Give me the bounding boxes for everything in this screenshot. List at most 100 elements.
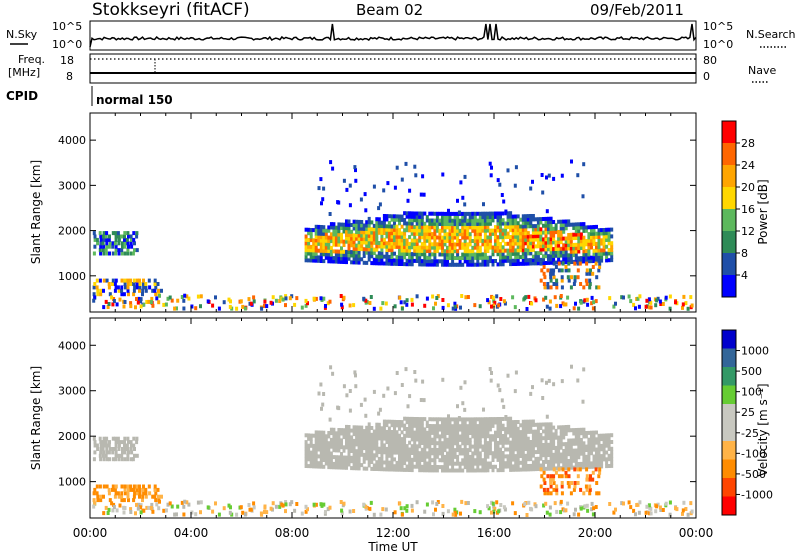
power-cell — [382, 227, 386, 232]
power-cell — [579, 239, 583, 244]
velocity-cell — [559, 438, 563, 443]
power-cell — [92, 285, 96, 290]
power-cell — [524, 258, 528, 263]
power-cell — [569, 222, 573, 227]
power-cell — [526, 241, 530, 246]
power-cell — [451, 239, 455, 243]
power-cell — [481, 242, 485, 247]
power-cell — [521, 224, 525, 229]
velocity-cell — [420, 417, 424, 422]
power-cell — [345, 233, 348, 237]
velocity-cell — [448, 458, 452, 463]
velocity-cell — [493, 506, 497, 511]
velocity-cell — [590, 507, 594, 512]
power-cell — [499, 214, 502, 219]
power-cell — [487, 300, 491, 305]
power-cell — [557, 236, 561, 241]
velocity-cell — [324, 437, 328, 442]
velocity-cell — [544, 439, 548, 444]
velocity-cell — [501, 440, 505, 445]
velocity-colorbar-swatch — [722, 404, 736, 423]
velocity-cell — [514, 370, 518, 375]
velocity-cell — [390, 436, 394, 441]
power-cell — [415, 214, 419, 219]
velocity-cell — [524, 453, 528, 458]
velocity-cell — [451, 458, 455, 463]
power-cell — [176, 298, 180, 303]
power-cell — [579, 222, 583, 227]
power-cell — [443, 239, 447, 243]
velocity-cell — [524, 460, 528, 465]
velocity-cell — [481, 417, 485, 422]
velocity-cell — [345, 424, 348, 429]
velocity-cell — [572, 455, 576, 460]
power-cell — [274, 298, 278, 303]
power-cell — [134, 305, 137, 310]
power-cell — [544, 227, 548, 232]
power-cell — [536, 237, 540, 242]
velocity-cell — [506, 416, 510, 421]
power-cell — [577, 249, 581, 254]
power-cell — [476, 249, 480, 254]
velocity-cell — [551, 477, 555, 482]
power-cell — [577, 256, 581, 261]
velocity-cell — [526, 453, 530, 458]
power-cell — [151, 303, 155, 308]
velocity-cell — [564, 448, 568, 453]
power-cell — [95, 278, 99, 283]
velocity-cell — [638, 500, 642, 505]
ytick-label: 4000 — [58, 339, 86, 352]
velocity-cell — [413, 420, 417, 425]
velocity-cell — [314, 437, 318, 442]
velocity-cell — [433, 437, 437, 442]
power-cell — [102, 288, 105, 293]
power-cell — [320, 201, 323, 206]
velocity-cell — [579, 427, 583, 432]
power-cell — [598, 265, 602, 269]
power-cell — [523, 296, 527, 301]
power-cell — [552, 230, 556, 235]
power-cell — [403, 300, 407, 305]
power-cell — [690, 303, 694, 308]
power-cell — [497, 303, 501, 308]
velocity-cell — [337, 406, 341, 411]
power-cell — [468, 242, 472, 247]
velocity-cell — [428, 447, 432, 452]
power-cell — [362, 223, 366, 228]
velocity-cell — [423, 430, 427, 435]
velocity-cell — [539, 449, 543, 454]
power-cell — [430, 225, 434, 230]
power-cell — [549, 250, 553, 255]
velocity-cell — [447, 414, 450, 419]
velocity-cell — [138, 487, 142, 492]
power-cell — [372, 257, 376, 262]
velocity-cell — [327, 461, 331, 466]
power-cell — [108, 292, 112, 297]
velocity-cell — [309, 460, 313, 465]
power-cell — [602, 238, 606, 243]
power-cell — [564, 239, 568, 244]
power-cell — [147, 299, 151, 304]
velocity-cell — [441, 451, 444, 456]
power-cell — [592, 255, 596, 260]
velocity-cell — [438, 458, 442, 463]
velocity-cell — [564, 470, 568, 475]
power-cell — [352, 246, 356, 251]
power-cell — [327, 225, 331, 230]
velocity-cell — [595, 430, 598, 435]
velocity-cell — [395, 420, 399, 424]
power-cell — [564, 219, 568, 224]
velocity-cell — [433, 430, 437, 435]
velocity-cell — [592, 430, 596, 435]
velocity-cell — [446, 509, 450, 514]
velocity-cell — [350, 445, 354, 450]
velocity-cell — [372, 463, 376, 468]
velocity-cell — [430, 427, 434, 432]
velocity-cell — [597, 433, 601, 438]
power-cell — [562, 243, 566, 248]
velocity-cell — [681, 511, 684, 516]
velocity-cell — [367, 422, 371, 427]
power-cell — [499, 252, 502, 257]
power-cell — [557, 246, 561, 251]
power-cell — [92, 231, 96, 236]
